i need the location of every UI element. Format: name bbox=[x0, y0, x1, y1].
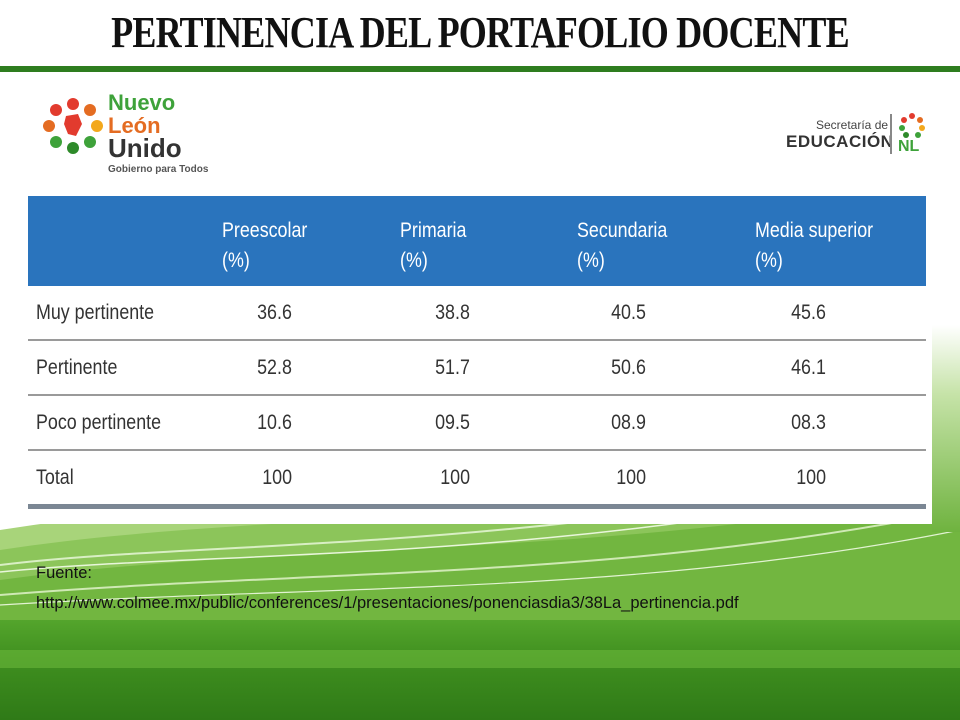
header-label: Media superior bbox=[755, 219, 874, 242]
header-media-superior: Media superior (%) bbox=[751, 196, 926, 286]
cell-value: 08.3 bbox=[791, 410, 826, 434]
title-underline bbox=[0, 66, 960, 72]
logo-divider bbox=[890, 114, 892, 154]
logo-nl-text: NL bbox=[898, 138, 920, 155]
header-label: Preescolar bbox=[222, 219, 308, 242]
cell-value: 100 bbox=[616, 465, 646, 489]
cell-value: 10.6 bbox=[257, 410, 292, 434]
table-header-row: Preescolar (%) Primaria (%) Secundaria (%) … bbox=[28, 196, 926, 286]
logo-word-nuevo: Nuevo bbox=[108, 90, 176, 115]
pertinencia-table: Preescolar (%) Primaria (%) Secundaria (%) … bbox=[28, 196, 926, 509]
row-label-text: Muy pertinente bbox=[36, 300, 155, 324]
cell-value: 100 bbox=[262, 465, 292, 489]
cell-value: 50.6 bbox=[611, 355, 646, 379]
nl-emblem-icon bbox=[899, 113, 925, 138]
source-url[interactable]: http://www.colmee.mx/public/conferences/… bbox=[36, 594, 739, 612]
table-cell: 08.3 bbox=[751, 395, 926, 451]
table-cell: 10.6 bbox=[218, 395, 396, 451]
table-cell: 45.6 bbox=[751, 286, 926, 341]
table-cell: 100 bbox=[396, 450, 573, 509]
header-primaria: Primaria (%) bbox=[396, 196, 573, 286]
header-unit: (%) bbox=[577, 249, 605, 272]
logo-word-leon: León bbox=[108, 113, 161, 138]
table-row: Pertinente 52.8 51.7 50.6 46.1 bbox=[28, 340, 926, 396]
bottom-green-bar bbox=[0, 620, 960, 720]
table-row: Muy pertinente 36.6 38.8 40.5 45.6 bbox=[28, 286, 926, 341]
cell-value: 46.1 bbox=[791, 355, 826, 379]
logo-secretaria-text: Secretaría de bbox=[816, 118, 889, 132]
header-empty bbox=[28, 196, 218, 286]
right-decorative-band bbox=[932, 72, 960, 532]
table-cell: 09.5 bbox=[396, 395, 573, 451]
nuevo-leon-emblem-icon bbox=[43, 98, 103, 154]
logo-educacion-text: EDUCACIÓN bbox=[786, 132, 894, 151]
header-unit: (%) bbox=[400, 249, 428, 272]
table-cell: 100 bbox=[751, 450, 926, 509]
table-cell: 36.6 bbox=[218, 286, 396, 341]
cell-value: 38.8 bbox=[435, 300, 470, 324]
source-label: Fuente: bbox=[36, 564, 92, 582]
nuevo-leon-unido-logo: Nuevo León Unido Gobierno para Todos bbox=[40, 88, 220, 178]
cell-value: 40.5 bbox=[611, 300, 646, 324]
cell-value: 51.7 bbox=[435, 355, 470, 379]
table-cell: 100 bbox=[573, 450, 751, 509]
table-cell: 51.7 bbox=[396, 340, 573, 396]
slide-title: PERTINENCIA DEL PORTAFOLIO DOCENTE bbox=[111, 8, 850, 57]
table-cell: 52.8 bbox=[218, 340, 396, 396]
cell-value: 36.6 bbox=[257, 300, 292, 324]
row-label: Total bbox=[28, 450, 218, 509]
secretaria-educacion-logo: Secretaría de EDUCACIÓN NL bbox=[786, 110, 936, 160]
cell-value: 100 bbox=[796, 465, 826, 489]
table-cell: 08.9 bbox=[573, 395, 751, 451]
table-cell: 38.8 bbox=[396, 286, 573, 341]
table-cell: 40.5 bbox=[573, 286, 751, 341]
pertinencia-table-container: Preescolar (%) Primaria (%) Secundaria (%) … bbox=[28, 196, 926, 516]
logo-word-unido: Unido bbox=[108, 133, 182, 163]
cell-value: 45.6 bbox=[791, 300, 826, 324]
row-label: Pertinente bbox=[28, 340, 218, 396]
table-cell: 50.6 bbox=[573, 340, 751, 396]
header-label: Secundaria bbox=[577, 219, 668, 242]
cell-value: 09.5 bbox=[435, 410, 470, 434]
row-label: Poco pertinente bbox=[28, 395, 218, 451]
table-row: Poco pertinente 10.6 09.5 08.9 08.3 bbox=[28, 395, 926, 451]
row-label-text: Pertinente bbox=[36, 355, 118, 379]
header-preescolar: Preescolar (%) bbox=[218, 196, 396, 286]
cell-value: 100 bbox=[440, 465, 470, 489]
row-label: Muy pertinente bbox=[28, 286, 218, 341]
title-bar: PERTINENCIA DEL PORTAFOLIO DOCENTE bbox=[0, 0, 960, 66]
row-label-text: Total bbox=[36, 465, 74, 489]
logo-tagline: Gobierno para Todos bbox=[108, 164, 209, 175]
cell-value: 52.8 bbox=[257, 355, 292, 379]
header-unit: (%) bbox=[755, 249, 783, 272]
header-secundaria: Secundaria (%) bbox=[573, 196, 751, 286]
header-label: Primaria bbox=[400, 219, 467, 242]
source-citation: Fuente: http://www.colmee.mx/public/conf… bbox=[36, 558, 739, 618]
table-cell: 46.1 bbox=[751, 340, 926, 396]
row-label-text: Poco pertinente bbox=[36, 410, 162, 434]
header-unit: (%) bbox=[222, 249, 250, 272]
cell-value: 08.9 bbox=[611, 410, 646, 434]
bottom-stripe bbox=[0, 650, 960, 668]
table-row-total: Total 100 100 100 100 bbox=[28, 450, 926, 509]
table-cell: 100 bbox=[218, 450, 396, 509]
